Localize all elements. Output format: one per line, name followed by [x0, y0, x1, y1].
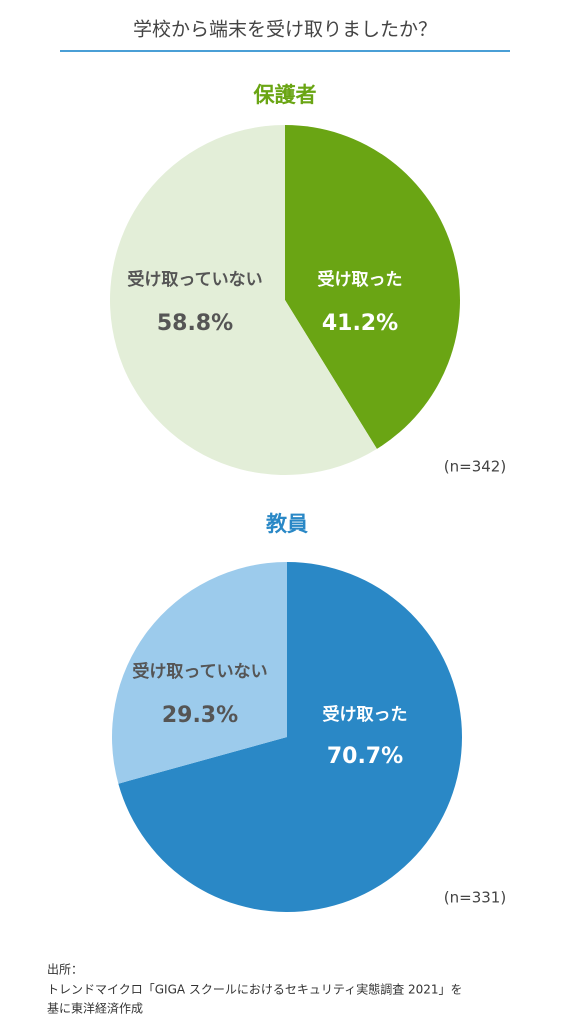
pie-slice [118, 562, 462, 912]
pie-slice [285, 125, 460, 449]
source: トレンドマイクロ「GIGA スクールにおけるセキュリティ実態調査 2021」を [47, 982, 463, 997]
page-title: 学校から端末を受け取りましたか？ [133, 19, 437, 41]
chart-title: 保護者 [253, 83, 317, 107]
value-label: 70.7% [327, 744, 403, 769]
chart-title: 教員 [266, 512, 308, 536]
source: 基に東洋経済作成 [47, 1001, 143, 1016]
slice-label: 受け取った [323, 704, 408, 725]
value-label: 41.2% [322, 311, 398, 336]
slice-label: 受け取っていない [127, 269, 262, 290]
slice-label: 受け取っていない [132, 661, 267, 682]
value-label: 29.3% [162, 703, 238, 728]
value-label: 58.8% [157, 311, 233, 336]
pie-slice [109, 125, 377, 475]
slice-label: 受け取った [318, 269, 403, 290]
source: 出所： [47, 963, 83, 977]
sample-size: (n=331) [444, 889, 506, 907]
pie-slice [112, 562, 287, 784]
sample-size: (n=342) [444, 458, 506, 476]
